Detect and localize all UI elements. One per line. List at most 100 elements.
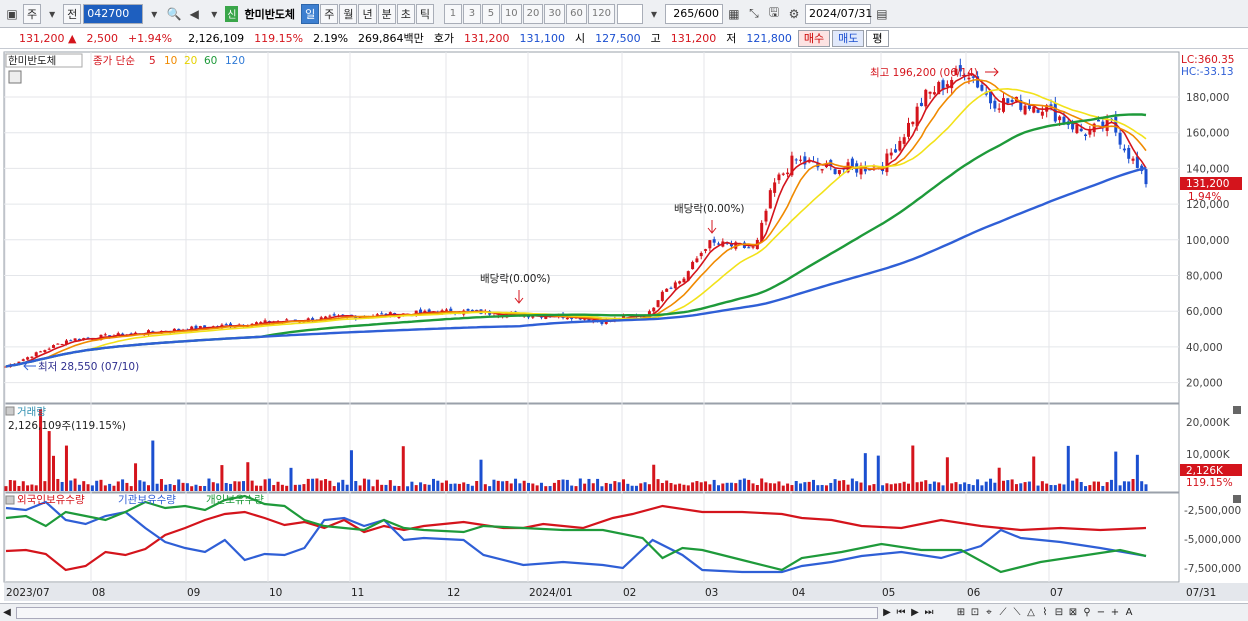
scroll-left-icon[interactable]: ◀ [3,607,11,618]
line-tool-icon[interactable]: ⤡ [749,6,759,20]
volume-bar [768,483,772,491]
buy-button[interactable]: 매수 [797,29,831,47]
candle-body [682,278,686,283]
count-input[interactable]: 265/600 [664,3,723,24]
volume-bar [729,482,733,491]
period-tab-0[interactable]: 일 [301,3,320,24]
tool-icon-3[interactable]: ⌖ [986,607,992,618]
date-input[interactable]: 2024/07/31 [804,3,872,24]
trade-amount: 269,864백만 [358,32,424,45]
candle-body [945,84,949,87]
grid-toggle-icon[interactable] [8,70,22,84]
window-icon[interactable]: ▣ [6,6,18,21]
volume-bar [686,485,690,491]
volume-bar [604,482,608,491]
zoom-out-icon[interactable]: − [1096,607,1106,618]
volume-bar [159,479,163,491]
dividend-annotation-1: 배당락(0.00%) [480,273,551,285]
calendar-icon[interactable]: ▤ [876,6,888,21]
tool-icon-6[interactable]: △ [1027,607,1035,618]
zoom-icon[interactable]: ⚲ [1083,607,1091,618]
x-tick: 08 [92,587,105,599]
volume-bar [505,480,509,491]
tool-icon-2[interactable]: ⊡ [970,607,980,618]
volume-bar [928,483,932,491]
tool-icon-4[interactable]: ⟋ [999,607,1007,618]
period-tab-2[interactable]: 월 [339,3,358,24]
volume-panel-icon[interactable] [5,406,15,416]
sell-button[interactable]: 매도 [832,29,865,47]
volume-bar [345,484,349,491]
volume-bar [1114,451,1118,491]
interval-button-1[interactable]: 3 [462,3,481,24]
period-tab-1[interactable]: 주 [320,3,339,24]
period-tab-3[interactable]: 년 [358,3,377,24]
volume-bar [829,482,833,491]
scroll-right-icon[interactable]: ▶ [883,607,891,618]
stock-name: 한미반도체 [244,7,296,21]
x-tick: 2024/01 [529,587,573,599]
period-tab-6[interactable]: 틱 [415,3,434,24]
candle-body [34,352,38,357]
save-icon[interactable]: 🖫 [768,5,780,19]
font-icon[interactable]: A [1125,607,1133,618]
volume-bar [254,485,258,491]
mode-select-1[interactable]: 주 [23,3,42,24]
candle-body [1079,128,1083,132]
holding-panel-icon[interactable] [5,495,15,505]
tool-icon-8[interactable]: ⊟ [1054,607,1064,618]
tool-icon-9[interactable]: ⊠ [1068,607,1078,618]
chevron-down-icon[interactable]: ▾ [650,6,657,21]
period-tab-4[interactable]: 분 [377,3,396,24]
volume-bar [639,483,643,491]
x-tick: 06 [967,587,981,599]
candle-body [354,316,358,319]
tool-icon-1[interactable]: ⊞ [956,607,966,618]
volume-bar [462,482,466,491]
period-tab-5[interactable]: 초 [396,3,415,24]
speaker-icon[interactable]: ◀ [189,6,199,21]
interval-button-5[interactable]: 30 [544,3,566,24]
candle-body [768,190,772,209]
tool-icon-5[interactable]: ⟍ [1013,607,1021,618]
interval-button-2[interactable]: 5 [481,3,500,24]
high-annotation: 최고 196,200 (06/14) [870,67,978,79]
chart-area[interactable]: 한미반도체 종가 단순 5 10 20 60 120 LC:360.35 HC:… [0,50,1248,603]
interval-button-7[interactable]: 120 [587,3,615,24]
stock-code-input[interactable]: 042700 [83,3,144,24]
candle-body [729,243,733,247]
dropdown-icon[interactable]: ▾ [151,6,158,21]
search-icon[interactable]: 🔍 [166,6,182,21]
eval-button[interactable]: 평 [866,29,889,47]
volume-bar [315,478,319,491]
volume-bar [151,440,155,491]
mode-select-2[interactable]: 전 [63,3,82,24]
last-page-icon[interactable]: ⏭ [924,607,934,618]
interval-button-6[interactable]: 60 [566,3,587,24]
chart-type-icon[interactable]: ▦ [728,6,740,21]
candle-body [997,108,1001,110]
play-icon[interactable]: ▶ [911,607,919,618]
first-page-icon[interactable]: ⏮ [896,607,906,618]
volume-bar [246,462,250,491]
interval-button-3[interactable]: 10 [500,3,522,24]
candle-body [380,313,384,315]
volume-bar [734,483,738,491]
interval-input[interactable] [616,3,643,24]
volume-bar [773,483,777,491]
x-tick: 09 [187,587,200,599]
stock-chart[interactable]: 한미반도체 종가 단순 5 10 20 60 120 LC:360.35 HC:… [0,50,1248,603]
x-tick: 04 [792,587,806,599]
interval-button-0[interactable]: 1 [443,3,462,24]
horizontal-scrollbar[interactable] [16,606,878,619]
settings-icon[interactable]: ⚙ [788,6,800,21]
volume-close-icon[interactable] [1233,406,1241,414]
zoom-in-icon[interactable]: + [1110,607,1120,618]
holding-close-icon[interactable] [1233,495,1241,503]
chevron-down-icon[interactable]: ▾ [211,6,218,21]
holding-series-2: 기관보유수량 [118,494,176,506]
chevron-down-icon[interactable]: ▾ [49,6,56,21]
interval-button-4[interactable]: 20 [522,3,544,24]
tool-icon-7[interactable]: ⌇ [1042,607,1048,618]
candle-body [60,343,64,345]
